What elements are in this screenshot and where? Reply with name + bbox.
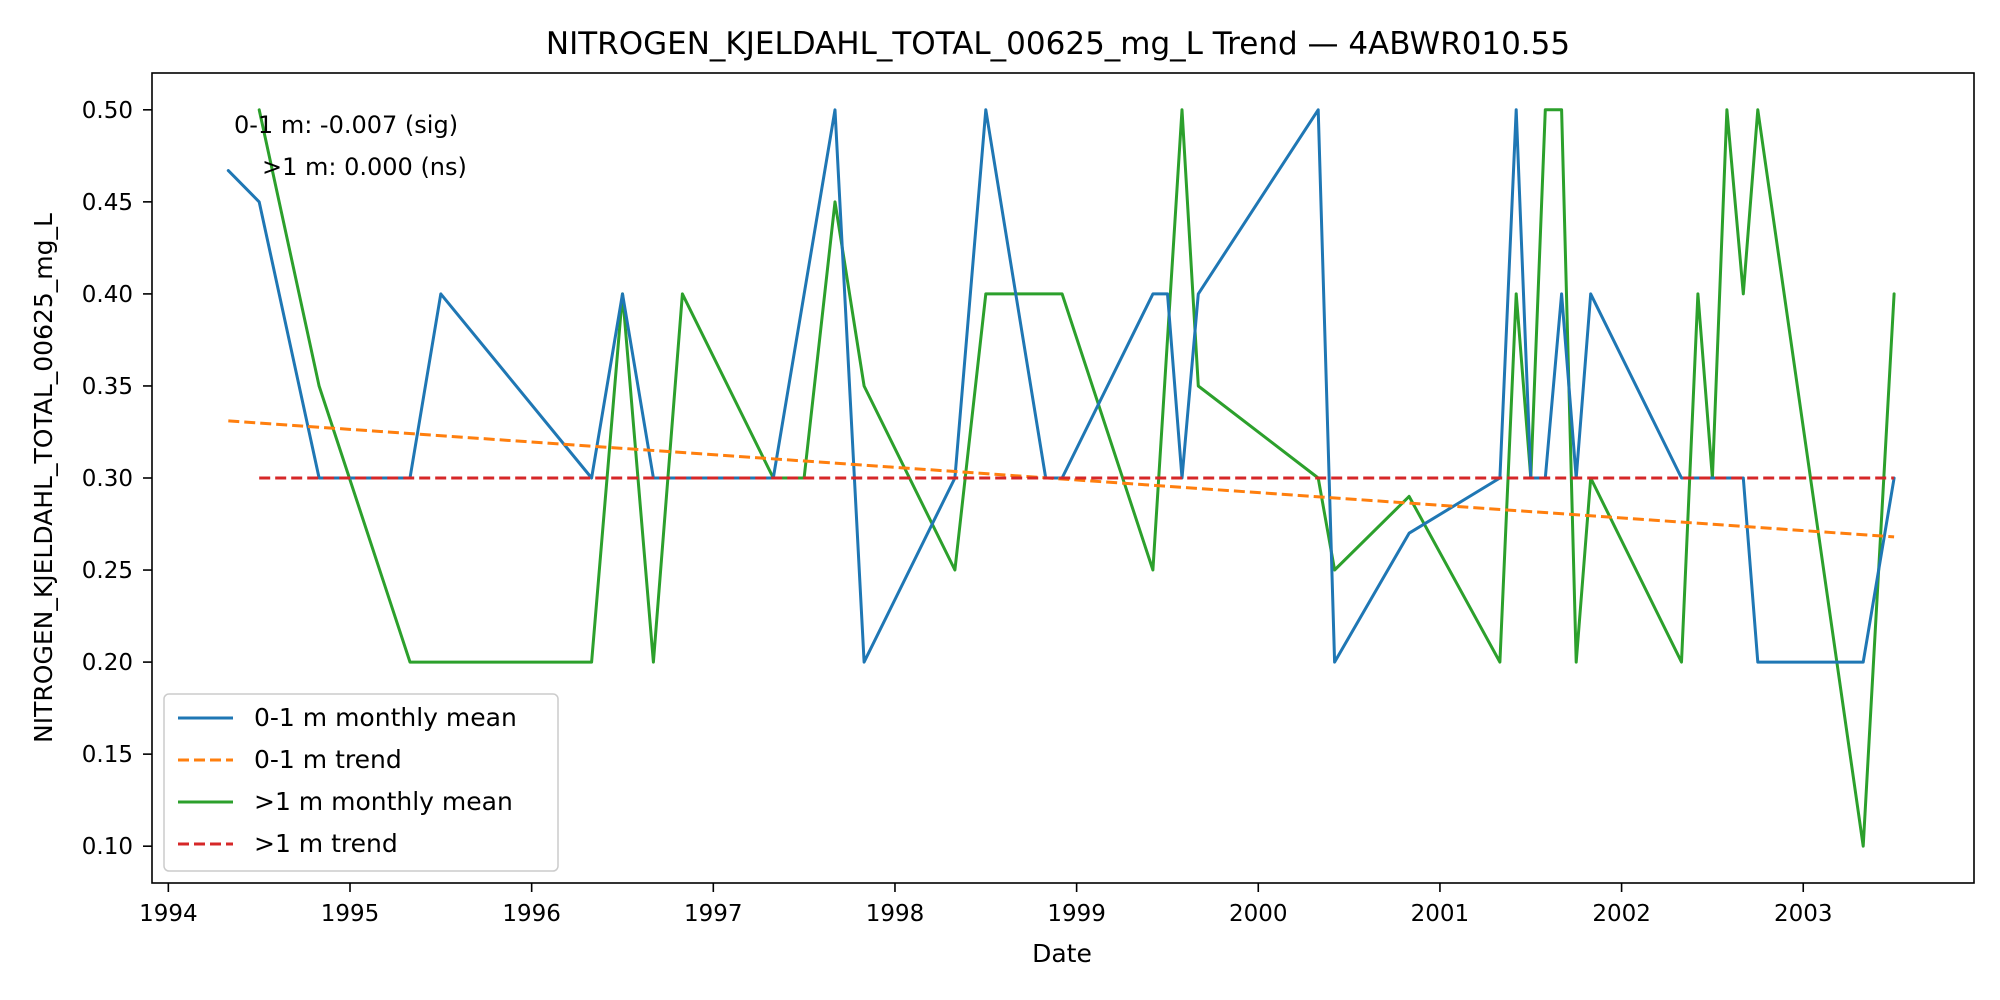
x-axis: 1994 1995 1996 1997 1998 1999 2000 2001 2002 2003 <box>139 883 1833 927</box>
x-tick-label: 1996 <box>502 901 561 927</box>
legend-label-0-1-m-trend: 0-1 m trend <box>254 745 402 774</box>
chart-title: NITROGEN_KJELDAHL_TOTAL_00625_mg_L Trend… <box>546 26 1570 62</box>
annotation-0-1m: 0-1 m: -0.007 (sig) <box>234 111 458 139</box>
legend: 0-1 m monthly mean 0-1 m trend >1 m monthl… <box>163 693 559 872</box>
y-tick-label: 0.35 <box>82 374 133 400</box>
y-tick-label: 0.45 <box>82 190 133 216</box>
y-tick-label: 0.40 <box>82 282 133 308</box>
y-tick-label: 0.25 <box>82 558 133 584</box>
y-tick-label: 0.50 <box>82 98 133 124</box>
x-tick-label: 2001 <box>1411 901 1470 927</box>
x-tick-label: 1995 <box>321 901 380 927</box>
x-tick-label: 2002 <box>1592 901 1651 927</box>
x-tick-label: 1999 <box>1047 901 1106 927</box>
y-axis: 0.10 0.15 0.20 0.25 0.30 0.35 0.40 0.45 0.50 <box>82 98 152 860</box>
legend-label-gt1-m-trend: >1 m trend <box>254 829 398 858</box>
series-line-0-1-m-monthly-mean <box>226 108 1896 664</box>
legend-label-gt1-m-monthly-mean: >1 m monthly mean <box>254 787 513 816</box>
x-tick-label: 2003 <box>1774 901 1833 927</box>
legend-box <box>163 693 559 872</box>
y-axis-label: NITROGEN_KJELDAHL_TOTAL_00625_mg_L <box>29 213 58 743</box>
y-tick-label: 0.20 <box>82 650 133 676</box>
x-tick-label: 1998 <box>866 901 925 927</box>
y-tick-label: 0.10 <box>82 834 133 860</box>
x-tick-label: 2000 <box>1229 901 1288 927</box>
x-tick-label: 1994 <box>139 901 198 927</box>
x-axis-label: Date <box>1032 939 1092 968</box>
plot-area <box>151 72 1975 884</box>
y-tick-label: 0.30 <box>82 466 133 492</box>
x-tick-label: 1997 <box>684 901 743 927</box>
legend-label-0-1-m-monthly-mean: 0-1 m monthly mean <box>254 703 517 732</box>
y-tick-label: 0.15 <box>82 742 133 768</box>
annotation-gt1m: >1 m: 0.000 (ns) <box>262 153 467 181</box>
series-layer <box>226 108 1896 848</box>
